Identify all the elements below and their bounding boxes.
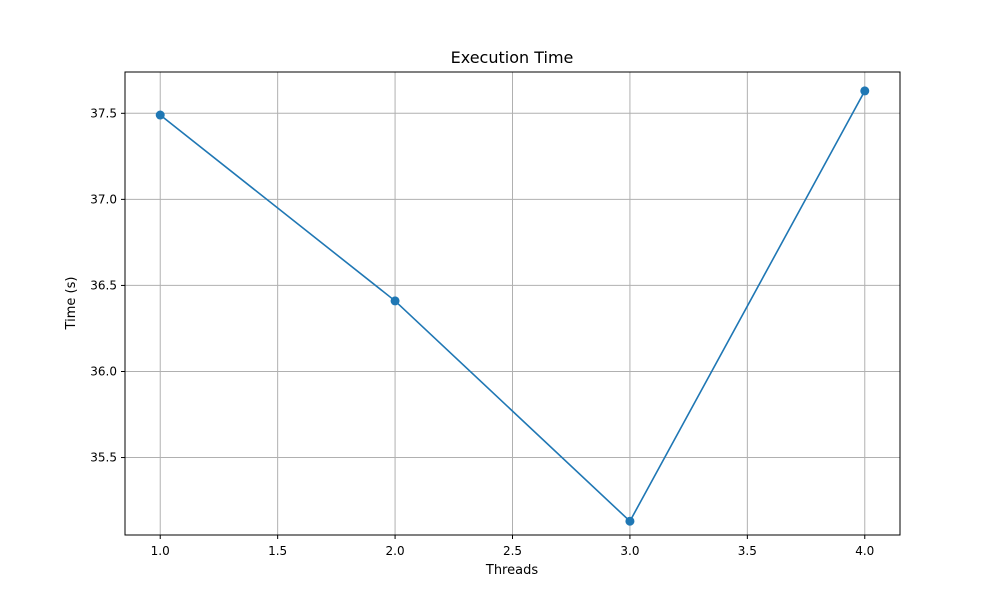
- data-point-marker: [625, 516, 635, 526]
- x-tick-label: 3.0: [620, 544, 639, 558]
- grid-lines: [125, 72, 900, 535]
- x-tick-label: 3.5: [738, 544, 757, 558]
- x-tick-label: 1.5: [268, 544, 287, 558]
- y-tick-label: 36.5: [90, 278, 117, 292]
- x-tick-label: 2.0: [386, 544, 405, 558]
- y-tick-label: 37.0: [90, 192, 117, 206]
- data-point-marker: [860, 86, 870, 96]
- x-axis-label: Threads: [485, 563, 538, 578]
- x-axis-ticks: 1.0 1.5 2.0 2.5 3.0 3.5 4.0: [151, 535, 874, 558]
- x-tick-label: 2.5: [503, 544, 522, 558]
- series-layer: [155, 86, 870, 526]
- x-tick-label: 4.0: [855, 544, 874, 558]
- y-tick-label: 37.5: [90, 106, 117, 120]
- y-tick-label: 35.5: [90, 451, 117, 465]
- data-point-marker: [155, 110, 165, 120]
- series-line: [159, 90, 866, 523]
- chart-title: Execution Time: [451, 48, 574, 67]
- y-tick-label: 36.0: [90, 364, 117, 378]
- x-tick-label: 1.0: [151, 544, 170, 558]
- y-axis-ticks: 35.5 36.0 36.5 37.0 37.5: [90, 106, 125, 465]
- y-axis-label: Time (s): [64, 277, 79, 331]
- data-point-marker: [390, 296, 400, 306]
